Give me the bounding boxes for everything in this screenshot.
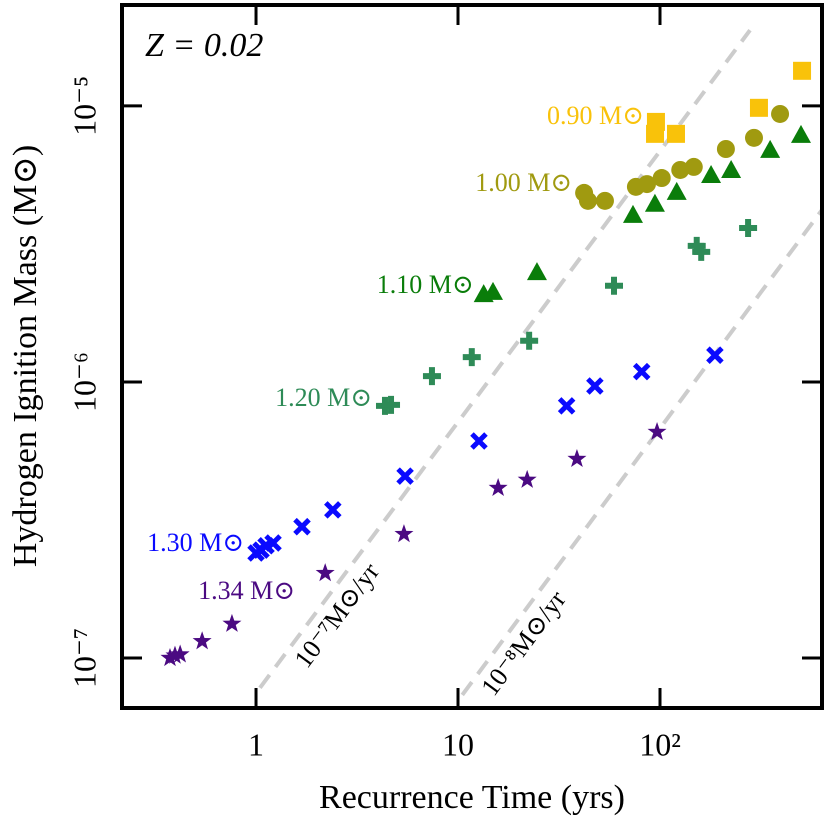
point <box>666 124 685 143</box>
series-label: 1.20 M⊙ <box>275 383 372 412</box>
point <box>526 262 547 281</box>
point <box>666 181 687 200</box>
point <box>192 631 212 650</box>
annotation: Z = 0.02 <box>145 27 263 64</box>
point <box>160 648 180 667</box>
point <box>605 276 624 295</box>
point <box>222 613 242 632</box>
point <box>595 191 614 210</box>
point <box>692 242 711 261</box>
y-axis-label: Hydrogen Ignition Mass (M⊙) <box>7 145 44 567</box>
point <box>644 193 665 212</box>
point <box>684 157 703 176</box>
point <box>578 191 597 210</box>
point <box>716 139 735 158</box>
point <box>744 128 763 147</box>
point <box>517 469 537 488</box>
point <box>382 395 401 414</box>
point <box>567 448 587 468</box>
series-label: 0.90 M⊙ <box>547 101 644 130</box>
plot-frame <box>120 3 824 710</box>
y-tick-label: 10⁻⁶ <box>66 352 102 412</box>
point <box>396 467 414 485</box>
point <box>637 175 656 194</box>
x-tick-label: 1 <box>248 726 264 762</box>
point <box>793 61 812 80</box>
point <box>771 104 790 123</box>
point <box>706 346 724 364</box>
guide-label: 10⁻⁷M⊙/yr <box>288 557 385 673</box>
y-tick-label: 10⁻⁵ <box>66 76 102 136</box>
guide-label: 10⁻⁸M⊙/yr <box>475 585 572 701</box>
point <box>671 160 690 179</box>
x-axis-label: Recurrence Time (yrs) <box>319 779 625 816</box>
point <box>264 534 282 552</box>
point <box>394 524 414 543</box>
point <box>488 477 508 497</box>
point <box>760 139 781 158</box>
point <box>470 432 488 450</box>
x-tick-label: 10² <box>639 726 681 762</box>
point <box>324 501 342 519</box>
point <box>622 204 643 223</box>
x-tick-label: 10 <box>442 726 474 762</box>
point <box>790 124 811 143</box>
point <box>170 644 190 663</box>
point <box>701 164 722 183</box>
point <box>586 377 604 395</box>
series-label: 1.00 M⊙ <box>475 168 572 197</box>
point <box>422 367 441 386</box>
point <box>646 124 665 143</box>
point <box>632 362 651 381</box>
point <box>520 331 539 350</box>
series-label: 1.10 M⊙ <box>377 270 474 299</box>
point <box>462 348 481 367</box>
point <box>652 169 671 188</box>
point <box>293 517 311 536</box>
point <box>557 397 576 415</box>
y-tick-label: 10⁻⁷ <box>66 628 102 688</box>
point <box>482 281 503 300</box>
point <box>721 159 742 178</box>
point <box>647 421 667 441</box>
guide-line <box>460 208 824 697</box>
series-label: 1.30 M⊙ <box>147 528 244 557</box>
point <box>749 98 768 117</box>
series-label: 1.34 M⊙ <box>198 576 295 605</box>
point <box>739 219 758 238</box>
point <box>315 563 335 582</box>
